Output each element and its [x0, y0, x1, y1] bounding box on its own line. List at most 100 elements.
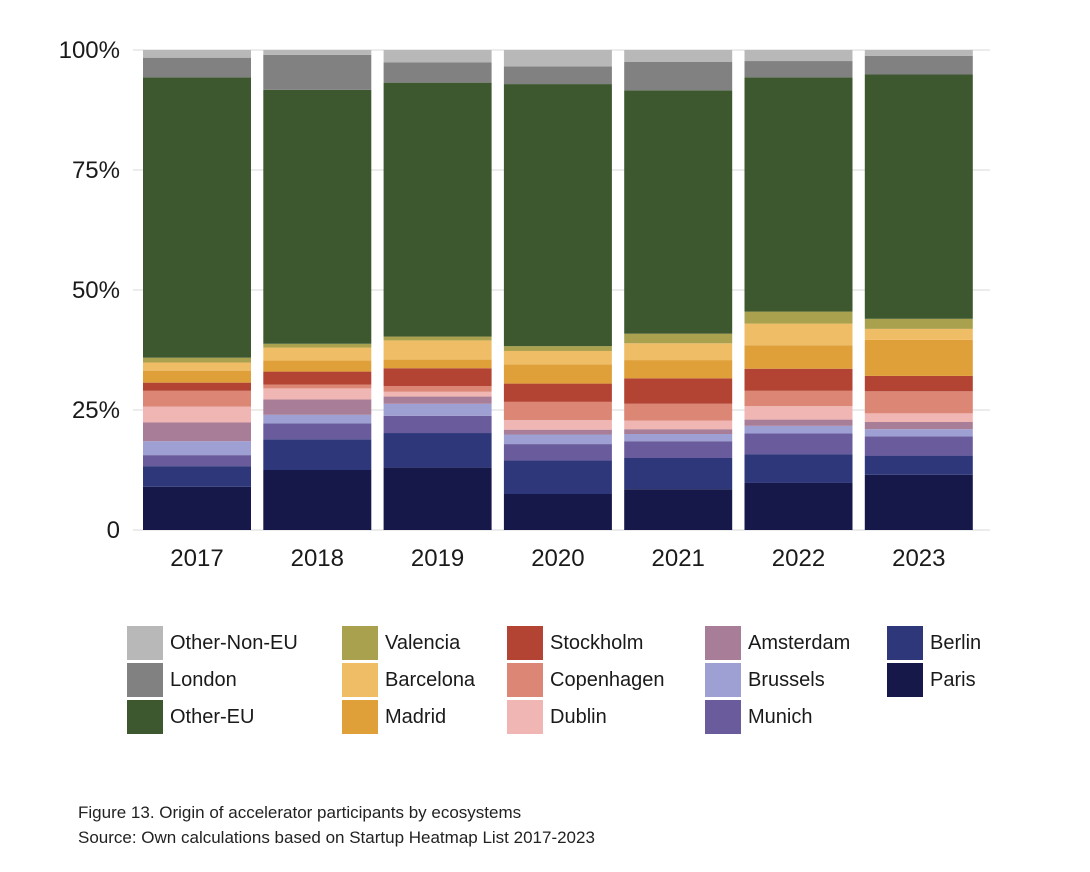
bar-copenhagen-2021 [624, 403, 733, 421]
bar-stockholm-2022 [744, 368, 853, 391]
bar-paris-2017 [143, 486, 251, 530]
bar-other-eu-2017 [143, 77, 251, 358]
legend-item-berlin: Berlin [887, 626, 981, 660]
legend-swatch [887, 626, 923, 660]
legend-swatch [507, 700, 543, 734]
legend-label: Munich [748, 705, 813, 728]
bar-paris-2023 [864, 474, 973, 530]
bar-barcelona-2023 [864, 328, 973, 340]
bar-stockholm-2018 [263, 371, 372, 385]
bar-other-non-eu-2018 [263, 50, 372, 55]
y-tick-label: 25% [72, 397, 120, 424]
bar-stack-2023 [864, 50, 973, 530]
x-tick-label: 2020 [531, 545, 584, 572]
bar-other-eu-2020 [503, 84, 612, 347]
bar-copenhagen-2023 [864, 391, 973, 414]
legend: Other-Non-EU London Other-EU Valencia Barcel… [127, 626, 1007, 738]
legend-label: Copenhagen [550, 668, 665, 691]
bar-copenhagen-2022 [744, 390, 853, 407]
legend-label: Paris [930, 668, 976, 691]
legend-item-copenhagen: Copenhagen [507, 663, 665, 697]
bar-stack-2017 [143, 50, 251, 530]
y-axis-tick-labels: 0 25% 50% 75% 100% [59, 37, 120, 544]
legend-swatch [342, 700, 378, 734]
legend-swatch [887, 663, 923, 697]
bar-amsterdam-2023 [864, 422, 973, 430]
x-tick-label: 2017 [170, 545, 223, 572]
bar-munich-2021 [624, 441, 733, 458]
legend-swatch [127, 663, 163, 697]
bar-copenhagen-2017 [143, 390, 251, 407]
bar-dublin-2021 [624, 420, 733, 430]
legend-swatch [705, 663, 741, 697]
legend-label: Berlin [930, 631, 982, 654]
x-tick-label: 2019 [411, 545, 464, 572]
legend-swatch [342, 626, 378, 660]
bar-other-non-eu-2017 [143, 50, 251, 58]
bar-valencia-2021 [624, 333, 733, 344]
bar-london-2022 [744, 61, 853, 78]
bar-berlin-2019 [383, 433, 492, 468]
bar-stack-2022 [744, 50, 853, 530]
bar-other-eu-2019 [383, 82, 492, 337]
bar-munich-2017 [143, 455, 251, 467]
bar-berlin-2017 [143, 466, 251, 487]
bar-madrid-2019 [383, 359, 492, 369]
legend-swatch [507, 626, 543, 660]
legend-swatch [127, 626, 163, 660]
bar-dublin-2019 [383, 391, 492, 397]
bar-berlin-2023 [864, 455, 973, 475]
legend-item-amsterdam: Amsterdam [705, 626, 850, 660]
bar-valencia-2019 [383, 336, 492, 341]
bar-stack-2019 [383, 50, 492, 530]
legend-swatch [127, 700, 163, 734]
legend-item-valencia: Valencia [342, 626, 460, 660]
bar-paris-2021 [624, 489, 733, 530]
y-tick-label: 75% [72, 157, 120, 184]
legend-item-brussels: Brussels [705, 663, 825, 697]
bar-madrid-2020 [503, 364, 612, 384]
bar-munich-2019 [383, 415, 492, 434]
y-tick-label: 100% [59, 37, 120, 64]
bar-stack-2020 [503, 50, 612, 530]
bar-amsterdam-2017 [143, 422, 251, 442]
legend-label: Brussels [748, 668, 825, 691]
bar-madrid-2023 [864, 339, 973, 376]
bar-barcelona-2022 [744, 323, 853, 346]
bar-berlin-2022 [744, 454, 853, 483]
bar-dublin-2023 [864, 413, 973, 422]
bar-london-2017 [143, 57, 251, 78]
legend-item-madrid: Madrid [342, 700, 446, 734]
bar-brussels-2021 [624, 434, 733, 442]
bar-berlin-2018 [263, 439, 372, 470]
bar-other-eu-2018 [263, 89, 372, 344]
bar-other-eu-2022 [744, 77, 853, 312]
legend-label: London [170, 668, 237, 691]
bar-madrid-2017 [143, 370, 251, 383]
legend-label: Stockholm [550, 631, 644, 654]
bar-amsterdam-2018 [263, 399, 372, 415]
bars [143, 50, 973, 530]
bar-other-eu-2021 [624, 90, 733, 334]
legend-swatch [705, 700, 741, 734]
bar-amsterdam-2020 [503, 429, 612, 435]
bar-other-non-eu-2019 [383, 50, 492, 63]
bar-other-eu-2023 [864, 74, 973, 319]
bar-amsterdam-2022 [744, 419, 853, 426]
bar-paris-2019 [383, 467, 492, 530]
bar-barcelona-2017 [143, 362, 251, 371]
bar-other-non-eu-2022 [744, 50, 853, 62]
bar-london-2019 [383, 62, 492, 83]
legend-swatch [705, 626, 741, 660]
bar-brussels-2017 [143, 441, 251, 456]
bar-brussels-2018 [263, 414, 372, 424]
legend-item-other-non-eu: Other-Non-EU [127, 626, 298, 660]
x-tick-label: 2023 [892, 545, 945, 572]
legend-label: Other-EU [170, 705, 255, 728]
legend-item-london: London [127, 663, 237, 697]
bar-other-non-eu-2023 [864, 50, 973, 56]
bar-valencia-2020 [503, 346, 612, 351]
bar-stockholm-2021 [624, 378, 733, 404]
bar-madrid-2018 [263, 360, 372, 372]
bar-london-2020 [503, 66, 612, 85]
